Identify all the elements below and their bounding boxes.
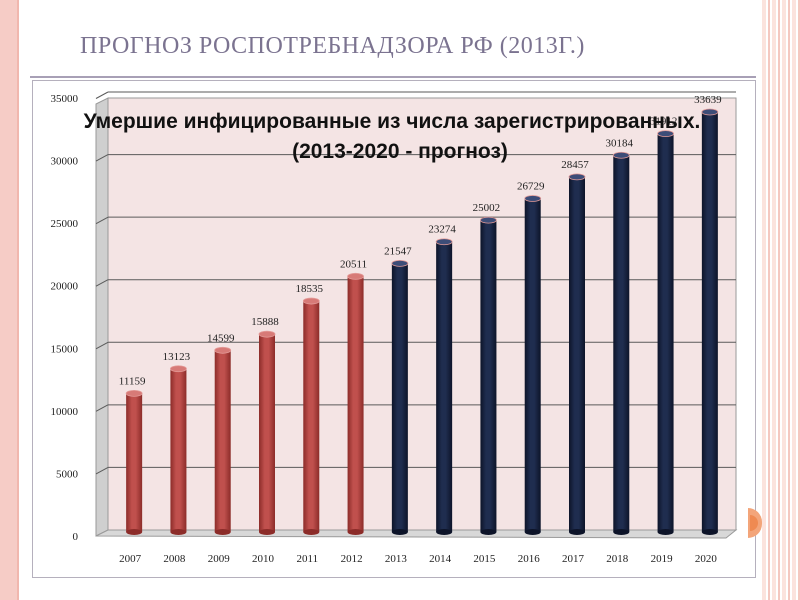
- y-tick-label: 5000: [56, 468, 79, 480]
- x-tick-label-2009: 2009: [208, 553, 231, 565]
- bars-layer: [125, 108, 719, 535]
- bar-cap-2009: [214, 346, 232, 354]
- bar-base-2011: [303, 529, 320, 535]
- bar-cap-2014: [435, 238, 453, 246]
- bar-2009: [214, 350, 231, 532]
- x-tick-label-2013: 2013: [385, 553, 408, 565]
- bar-cap-2018: [612, 151, 630, 159]
- x-tick-label-2008: 2008: [163, 553, 186, 565]
- bar-2014: [436, 241, 453, 533]
- x-tick-label-2016: 2016: [518, 553, 541, 565]
- bar-base-2013: [391, 529, 408, 535]
- bar-2007: [126, 393, 143, 532]
- data-label-2018: 30184: [606, 137, 634, 149]
- gridline-side: [95, 216, 109, 225]
- data-label-2020: 33639: [694, 94, 722, 106]
- x-tick-label-2012: 2012: [341, 553, 363, 565]
- bar-2015: [480, 220, 497, 532]
- bar-base-2009: [214, 529, 231, 535]
- data-label-2019: 31912: [650, 116, 678, 128]
- data-label-2014: 23274: [428, 224, 456, 236]
- x-tick-label-2014: 2014: [429, 553, 452, 565]
- bar-cap-2011: [302, 297, 320, 305]
- data-label-2017: 28457: [561, 159, 589, 171]
- data-label-2012: 20511: [340, 258, 367, 270]
- x-tick-label-2010: 2010: [252, 553, 275, 565]
- x-tick-label-2015: 2015: [473, 553, 496, 565]
- bar-cap-2019: [657, 130, 674, 138]
- bar-base-2012: [347, 529, 364, 535]
- bar-2017: [569, 176, 585, 532]
- bar-2013: [391, 263, 408, 532]
- bar-cap-2016: [524, 195, 542, 202]
- left-decoration-bar: [0, 0, 19, 600]
- bar-base-2015: [480, 529, 497, 535]
- data-label-2008: 13123: [163, 351, 191, 363]
- gridline-side: [95, 154, 109, 162]
- plot-floor: [95, 529, 738, 539]
- bar-2010: [259, 334, 275, 532]
- bar-2019: [657, 133, 674, 533]
- y-tick-label: 25000: [51, 218, 79, 230]
- bar-cap-2015: [480, 216, 497, 224]
- bar-2011: [303, 301, 320, 532]
- x-tick-label-2017: 2017: [562, 553, 585, 565]
- y-tick-label: 20000: [51, 281, 79, 293]
- bar-cap-2013: [391, 259, 409, 267]
- bar-base-2016: [524, 529, 541, 535]
- y-tick-label: 35000: [51, 93, 79, 105]
- bar-cap-2008: [170, 365, 187, 373]
- bar-2018: [613, 155, 630, 532]
- data-label-2007: 11159: [119, 375, 146, 387]
- bar-base-2014: [436, 529, 453, 535]
- x-tick-label-2019: 2019: [651, 553, 674, 565]
- bar-cap-2007: [125, 389, 143, 397]
- labels-layer: 0 5000 10000 15000 20000 25000 30000 35000 11159…: [51, 93, 723, 565]
- bar-base-2019: [657, 529, 674, 535]
- gridline-side: [95, 341, 109, 350]
- chart-subtitle: (2013-2020 - прогноз): [292, 140, 508, 163]
- bar-base-2008: [170, 529, 187, 535]
- data-label-2009: 14599: [207, 332, 235, 344]
- bar-2008: [170, 368, 187, 532]
- bar-2020: [701, 112, 718, 532]
- bar-base-2010: [259, 529, 275, 535]
- slide-nav-button[interactable]: [748, 508, 762, 538]
- title-divider: [30, 76, 756, 78]
- bar-base-2007: [126, 529, 143, 535]
- right-decoration-stripes: [762, 0, 800, 600]
- data-label-2010: 15888: [251, 316, 279, 328]
- slide-title: ПРОГНОЗ РОСПОТРЕБНАДЗОРА РФ (2013Г.): [80, 33, 585, 59]
- data-label-2016: 26729: [517, 181, 545, 193]
- y-tick-label: 0: [73, 531, 79, 543]
- bar-base-2017: [569, 529, 585, 535]
- bar-cap-2010: [258, 330, 276, 338]
- bar-cap-2020: [701, 108, 719, 116]
- gridline-side: [95, 466, 109, 475]
- bar-cap-2017: [568, 173, 586, 181]
- y-tick-label: 15000: [51, 343, 79, 355]
- bar-base-2020: [701, 529, 718, 535]
- y-tick-label: 10000: [51, 406, 79, 418]
- bar-base-2018: [613, 529, 630, 535]
- data-label-2011: 18535: [296, 283, 324, 295]
- x-tick-label-2007: 2007: [119, 553, 142, 565]
- bar-2012: [347, 276, 364, 532]
- gridline-side: [95, 279, 109, 287]
- gridline-side: [95, 404, 109, 412]
- gridline-side: [95, 91, 109, 99]
- y-tick-label: 30000: [51, 156, 79, 168]
- chart-title: Умершие инфицированные из числа зарегист…: [84, 110, 701, 133]
- bar-cap-2012: [347, 272, 364, 280]
- x-tick-label-2018: 2018: [606, 553, 629, 565]
- bar-2016: [524, 198, 541, 532]
- x-tick-label-2020: 2020: [695, 553, 718, 565]
- data-label-2015: 25002: [473, 202, 501, 214]
- data-label-2013: 21547: [384, 245, 412, 257]
- x-tick-label-2011: 2011: [296, 553, 318, 565]
- plot-area: [107, 97, 737, 531]
